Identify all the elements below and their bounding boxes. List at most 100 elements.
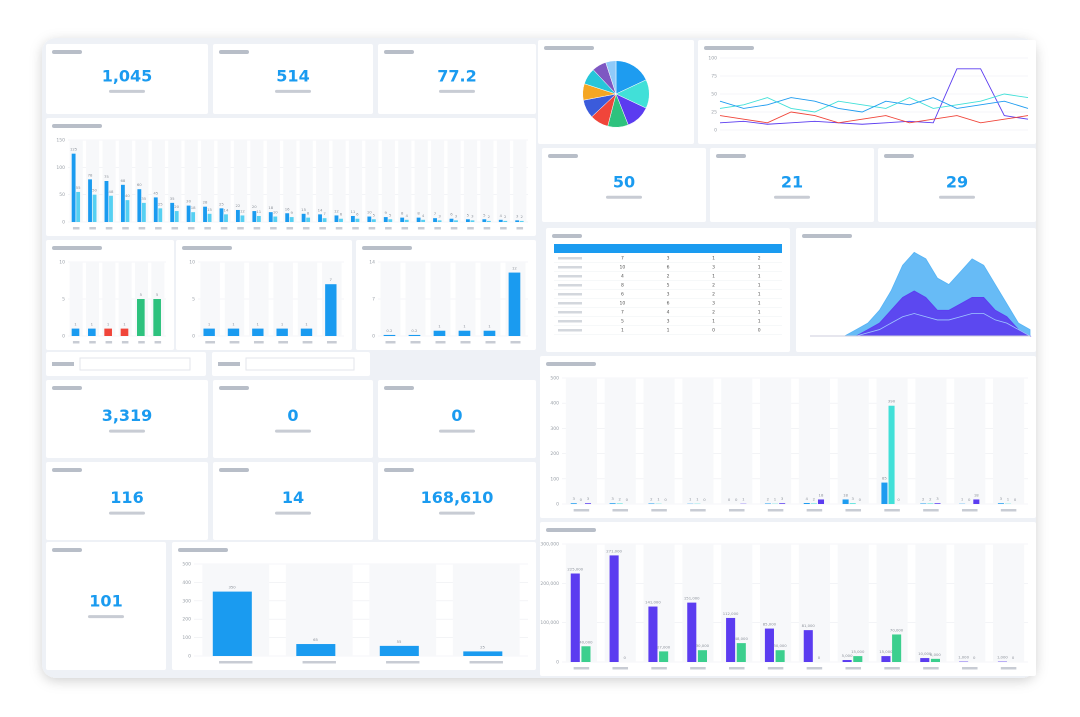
x-tick-label (154, 341, 162, 344)
bar (235, 209, 240, 222)
bar (88, 328, 96, 336)
bar (486, 220, 491, 222)
x-tick-label (278, 341, 289, 344)
data-label: 15,000 (879, 649, 893, 654)
data-label: 0.2 (411, 328, 418, 333)
bar (325, 284, 337, 336)
y-tick-label: 25 (711, 110, 717, 116)
table-cell: 1 (758, 319, 761, 325)
panel-title (52, 246, 102, 250)
x-tick-label (286, 227, 294, 230)
row-label (558, 293, 582, 296)
table-cell: 0 (758, 328, 761, 334)
bar (503, 220, 508, 222)
data-label: 20 (174, 204, 179, 209)
band-bg (480, 262, 501, 336)
x-tick-label (72, 227, 80, 230)
panel (213, 462, 373, 540)
data-label: 11 (256, 209, 261, 214)
bar (609, 503, 616, 504)
data-label: 225,000 (567, 567, 583, 572)
data-label: 0 (580, 497, 583, 502)
bar (301, 213, 306, 222)
x-tick-label (469, 661, 503, 664)
table-cell: 1 (758, 292, 761, 298)
data-label: 0 (968, 497, 971, 502)
y-tick-label: 0 (62, 334, 65, 340)
line (719, 68, 1029, 125)
bar (515, 220, 520, 222)
x-tick-label (121, 341, 129, 344)
band-bg (643, 378, 675, 504)
x-tick-label (386, 661, 420, 664)
bar (158, 208, 163, 222)
kpi-caption (439, 429, 475, 433)
data-label: 18 (268, 205, 273, 210)
bar (273, 216, 278, 222)
y-tick-label: 300 (550, 426, 559, 432)
band-bg (299, 140, 313, 222)
x-tick-label (155, 227, 162, 230)
data-label: 30 (186, 199, 191, 204)
bar (203, 328, 215, 336)
x-tick-label (516, 227, 524, 230)
bar (927, 503, 934, 504)
panel (378, 380, 536, 458)
band-bg (102, 262, 116, 336)
band-bg (452, 564, 520, 656)
y-tick-label: 100 (56, 165, 65, 171)
data-label: 0 (1014, 497, 1017, 502)
band-bg (798, 378, 830, 504)
y-tick-label: 100,000 (540, 620, 559, 626)
bar (498, 219, 503, 222)
data-label: 0 (859, 497, 862, 502)
data-label: 5 (140, 292, 143, 297)
panel (710, 148, 874, 222)
panel (46, 44, 208, 114)
panel-title (219, 386, 249, 390)
bar (888, 405, 895, 504)
x-tick-label (845, 509, 862, 512)
data-label: 0.2 (386, 328, 393, 333)
kpi-value: 21 (781, 172, 803, 191)
band-bg (168, 140, 182, 222)
data-label: 1 (657, 497, 660, 502)
x-tick-label (352, 227, 359, 230)
kpi-value: 0 (287, 406, 298, 425)
data-label: 6 (340, 212, 343, 217)
data-label: 45 (153, 190, 158, 195)
panel-title (552, 234, 582, 238)
y-tick-label: 100 (550, 476, 559, 482)
bar (584, 503, 592, 504)
bar (153, 299, 161, 336)
bar (648, 503, 655, 504)
band-bg (480, 140, 494, 222)
data-label: 0 (818, 655, 821, 660)
band-bg (760, 378, 792, 504)
data-label: 40 (125, 193, 130, 198)
panel-title (52, 50, 82, 54)
data-label: 112,000 (723, 611, 739, 616)
kpi-caption (275, 89, 311, 93)
band-bg (85, 262, 100, 336)
filter-input (245, 357, 355, 371)
data-label: 1 (1007, 497, 1010, 502)
bar (322, 218, 327, 222)
data-label: 16 (285, 206, 290, 211)
table-cell: 7 (621, 256, 624, 262)
panel-title (548, 154, 578, 158)
band-bg (405, 262, 426, 336)
x-tick-label (385, 341, 396, 344)
panel-title (546, 528, 596, 532)
bar (224, 214, 228, 222)
bar (109, 195, 113, 222)
y-tick-label: 0 (188, 654, 191, 660)
bar (256, 215, 261, 222)
kpi-caption (439, 511, 475, 515)
panel-title (52, 468, 82, 472)
y-tick-label: 50 (59, 192, 65, 198)
y-tick-label: 0 (372, 334, 375, 340)
data-label: 25 (219, 201, 224, 206)
band-bg (463, 140, 478, 222)
table-cell: 1 (712, 274, 715, 280)
